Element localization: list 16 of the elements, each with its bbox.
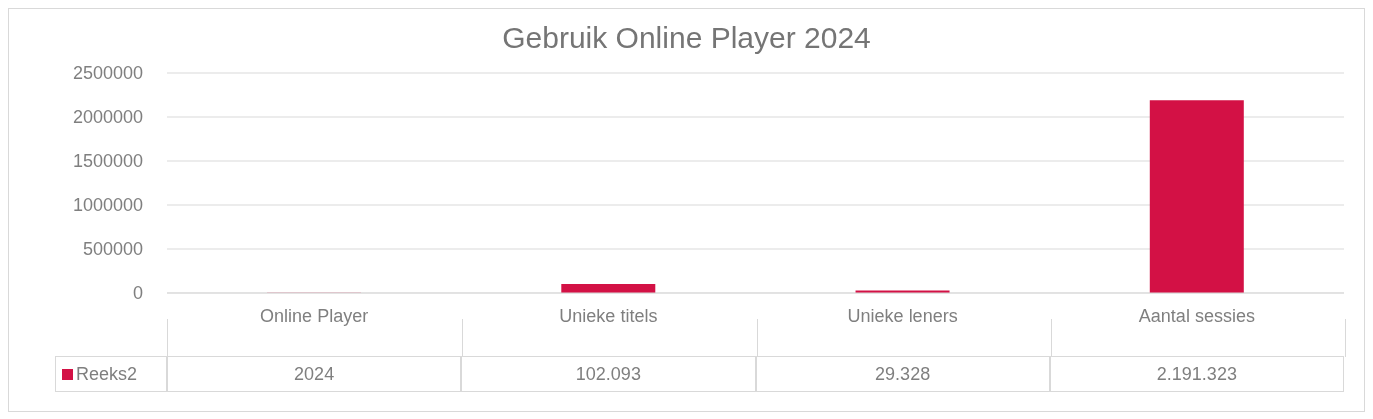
legend-label: Reeks2 xyxy=(76,363,138,386)
data-label: 2.191.323 xyxy=(1049,356,1344,392)
x-tick-label: Unieke titels xyxy=(559,305,658,326)
y-tick-label: 1500000 xyxy=(72,151,143,172)
x-tick-label: Unieke leners xyxy=(847,305,958,326)
data-label: 29.328 xyxy=(755,356,1050,392)
y-tick-label: 500000 xyxy=(82,239,143,260)
data-label: 2024 xyxy=(167,356,462,392)
y-tick-label: 0 xyxy=(132,283,143,304)
y-tick-label: 2500000 xyxy=(72,63,143,84)
x-tick-label: Aantal sessies xyxy=(1138,305,1255,326)
x-tick-label: Online Player xyxy=(260,305,369,326)
y-tick-label: 1000000 xyxy=(72,195,143,216)
y-tick-label: 2000000 xyxy=(72,107,143,128)
chart-title: Gebruik Online Player 2024 xyxy=(501,21,872,56)
data-label: 102.093 xyxy=(461,356,756,392)
